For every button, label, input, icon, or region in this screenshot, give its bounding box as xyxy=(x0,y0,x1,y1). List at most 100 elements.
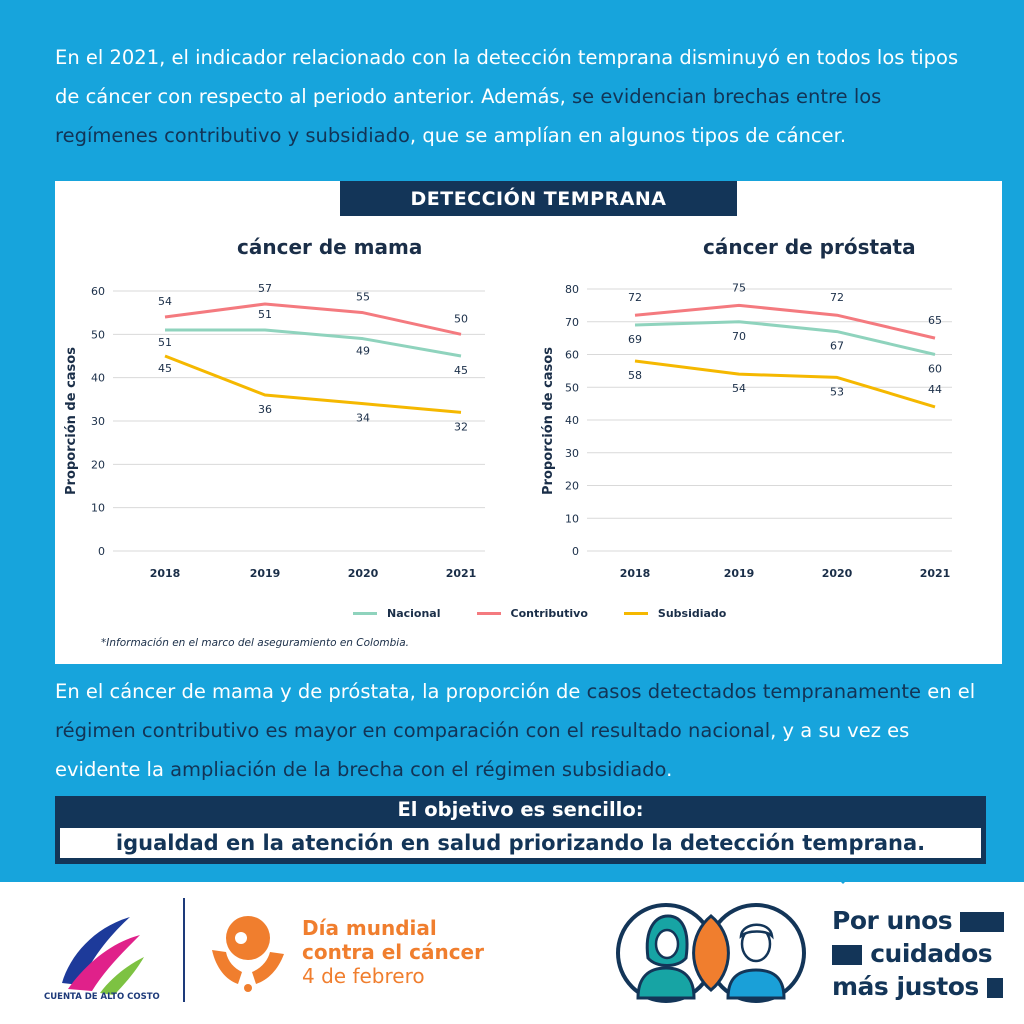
y-tick-mama-4: 40 xyxy=(91,372,105,385)
legend-swatch-nacional xyxy=(353,612,377,615)
y-tick-prostata-3: 30 xyxy=(565,447,579,460)
data-label-mama-nacional-2018: 51 xyxy=(158,336,172,349)
data-label-prostata-subsidiado-2018: 58 xyxy=(628,369,642,382)
data-label-prostata-nacional-2020: 67 xyxy=(830,340,844,353)
y-tick-prostata-6: 60 xyxy=(565,349,579,362)
x-tick-mama-2021: 2021 xyxy=(446,567,477,580)
goal-box: El objetivo es sencillo: igualdad en la … xyxy=(55,796,986,864)
slogan: Por unos cuidados más justos xyxy=(832,904,1005,1003)
series-line-mama-contributivo xyxy=(164,302,462,336)
slogan-line-3: más justos xyxy=(832,970,1004,1003)
data-label-mama-nacional-2020: 49 xyxy=(356,345,370,358)
data-label-prostata-contributivo-2021: 65 xyxy=(928,314,942,327)
x-tick-mama-2019: 2019 xyxy=(250,567,281,580)
callout-pointer xyxy=(829,870,857,884)
outro-text-2: en el xyxy=(921,680,976,703)
goal-title: El objetivo es sencillo: xyxy=(397,798,644,821)
data-label-prostata-contributivo-2019: 75 xyxy=(732,281,746,294)
y-tick-mama-0: 0 xyxy=(98,545,105,558)
series-line-mama-subsidiado xyxy=(164,354,462,414)
legend-label-subsidiado: Subsidiado xyxy=(657,607,727,620)
cac-name: CUENTA DE ALTO COSTO xyxy=(44,992,160,1002)
data-label-mama-subsidiado-2021: 32 xyxy=(454,420,468,433)
legend-swatch-subsidiado xyxy=(623,612,648,615)
legend-label-nacional: Nacional xyxy=(387,607,441,620)
data-label-prostata-nacional-2021: 60 xyxy=(928,363,942,376)
data-label-prostata-subsidiado-2021: 44 xyxy=(928,383,942,396)
data-label-prostata-contributivo-2020: 72 xyxy=(830,291,844,304)
outro-text-3: , y a su vez es evidente la xyxy=(55,719,910,781)
outro-text-4: . xyxy=(666,758,673,781)
slogan-line-2: cuidados xyxy=(832,937,1004,970)
y-axis-label-prostata: Proporción de casos xyxy=(541,347,556,495)
legend-item-subsidiado: Subsidiado xyxy=(623,607,727,620)
y-tick-prostata-1: 10 xyxy=(565,512,579,525)
y-axis-label-mama: Proporción de casos xyxy=(64,347,79,495)
y-tick-mama-2: 20 xyxy=(91,458,105,471)
y-tick-prostata-5: 50 xyxy=(565,381,579,394)
slogan-line-1: Por unos xyxy=(832,904,1005,937)
people-avatars-icon xyxy=(616,903,806,1003)
world-cancer-day-text: Día mundial contra el cáncer 4 de febrer… xyxy=(302,916,484,988)
intro-text-1: En el 2021, el indicador relacionado con… xyxy=(55,46,959,108)
outro-paragraph: En el cáncer de mama y de próstata, la p… xyxy=(55,672,990,789)
world-cancer-day-icon xyxy=(212,916,284,992)
data-label-mama-nacional-2021: 45 xyxy=(454,364,468,377)
cac-logo-icon xyxy=(62,917,144,995)
legend-item-nacional: Nacional xyxy=(353,607,441,620)
data-label-mama-subsidiado-2019: 36 xyxy=(258,403,272,416)
data-label-prostata-nacional-2019: 70 xyxy=(732,330,746,343)
chart-panel: DETECCIÓN TEMPRANA cáncer de mama cáncer… xyxy=(55,181,1002,664)
data-label-mama-contributivo-2019: 57 xyxy=(258,282,272,295)
series-line-prostata-nacional xyxy=(634,320,936,356)
data-label-mama-contributivo-2018: 54 xyxy=(158,295,172,308)
series-line-prostata-contributivo xyxy=(634,303,936,340)
y-tick-mama-6: 60 xyxy=(91,285,105,298)
data-label-mama-contributivo-2021: 50 xyxy=(454,312,468,325)
chart-legend: Nacional Contributivo Subsidiado xyxy=(353,607,726,620)
intro-highlight: se evidencian brechas entre los regímene… xyxy=(55,85,882,147)
y-tick-mama-5: 50 xyxy=(91,328,105,341)
data-label-prostata-subsidiado-2020: 53 xyxy=(830,385,844,398)
data-label-mama-nacional-2019: 51 xyxy=(258,308,272,321)
data-label-mama-subsidiado-2020: 34 xyxy=(356,412,370,425)
outro-highlight-2: régimen contributivo es mayor en compara… xyxy=(55,719,771,742)
data-label-mama-subsidiado-2018: 45 xyxy=(158,362,172,375)
outro-text-1: En el cáncer de mama y de próstata, la p… xyxy=(55,680,587,703)
legend-swatch-contributivo xyxy=(476,612,501,615)
x-tick-prostata-2020: 2020 xyxy=(822,567,853,580)
x-tick-prostata-2021: 2021 xyxy=(920,567,951,580)
series-line-mama-nacional xyxy=(165,328,462,358)
day-line-1: Día mundial xyxy=(302,916,437,940)
series-line-prostata-subsidiado xyxy=(634,359,936,409)
chart-banner: DETECCIÓN TEMPRANA xyxy=(340,181,737,216)
y-tick-prostata-2: 20 xyxy=(565,480,579,493)
day-line-2: contra el cáncer xyxy=(302,940,484,964)
day-date: 4 de febrero xyxy=(302,964,425,988)
y-tick-prostata-4: 40 xyxy=(565,414,579,427)
x-tick-prostata-2018: 2018 xyxy=(620,567,651,580)
goal-text: igualdad en la atención en salud prioriz… xyxy=(60,828,981,858)
data-label-prostata-nacional-2018: 69 xyxy=(628,333,642,346)
chart-title-mama: cáncer de mama xyxy=(237,235,423,259)
footer-divider xyxy=(183,898,185,1002)
data-label-prostata-subsidiado-2019: 54 xyxy=(732,382,746,395)
footnote: *Información en el marco del aseguramien… xyxy=(101,637,409,649)
outro-highlight-1: casos detectados tempranamente xyxy=(586,680,922,703)
charts-canvas: 0 10 20 30 40 50 60 Proporción de casos 2018 2019… xyxy=(64,281,952,580)
y-tick-prostata-0: 0 xyxy=(572,545,579,558)
data-label-prostata-contributivo-2018: 72 xyxy=(628,291,642,304)
legend-label-contributivo: Contributivo xyxy=(510,607,588,620)
y-tick-prostata-8: 80 xyxy=(565,283,579,296)
intro-text-2: , que se amplían en algunos tipos de cán… xyxy=(409,124,847,147)
y-tick-prostata-7: 70 xyxy=(565,316,579,329)
x-tick-prostata-2019: 2019 xyxy=(724,567,755,580)
x-tick-mama-2020: 2020 xyxy=(348,567,379,580)
chart-title-prostata: cáncer de próstata xyxy=(703,235,916,259)
intro-paragraph: En el 2021, el indicador relacionado con… xyxy=(55,38,985,155)
outro-highlight-3: ampliación de la brecha con el régimen s… xyxy=(170,758,667,781)
y-tick-mama-3: 30 xyxy=(91,415,105,428)
x-tick-mama-2018: 2018 xyxy=(150,567,181,580)
legend-item-contributivo: Contributivo xyxy=(476,607,588,620)
y-tick-mama-1: 10 xyxy=(91,502,105,515)
